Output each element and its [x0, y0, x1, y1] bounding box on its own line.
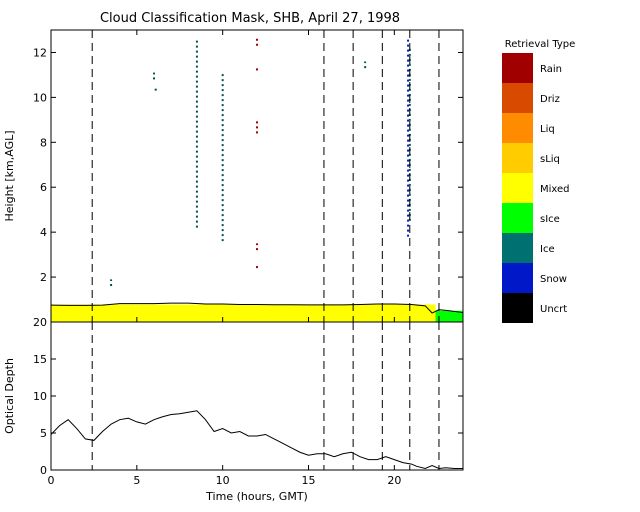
mask-y-tick-label: 10	[33, 91, 47, 104]
od-y-axis-label: Optical Depth	[3, 358, 16, 434]
cloud-top-polyline	[50, 302, 464, 314]
cloud-top-line	[50, 302, 464, 314]
od-y-tick-label: 5	[40, 427, 47, 440]
od-y-tick-label: 10	[33, 390, 47, 403]
mask-y-tick-label: 8	[40, 136, 47, 149]
x-axis-label: Time (hours, GMT)	[205, 490, 308, 503]
mixed-layer-fill	[51, 304, 436, 322]
legend-swatch	[502, 203, 533, 233]
legend-swatch	[502, 263, 533, 293]
od-x-tick-label: 5	[133, 474, 140, 487]
optical-depth-plot-area: 0 5 10 15 20 0 5 10 15 20 Optical Depth Time (hou…	[3, 316, 464, 503]
legend-swatch	[502, 113, 533, 143]
mask-y-tick-label: 2	[40, 271, 47, 284]
mask-y-tick-label: 12	[33, 46, 47, 59]
legend-label: sIce	[540, 214, 560, 225]
legend-items: Rain Driz Liq sLiq Mixed sIce Ice Snow Uncrt	[502, 53, 570, 323]
legend-label: Mixed	[540, 184, 570, 195]
od-y-tick-label: 20	[33, 316, 47, 329]
legend-label: sLiq	[540, 154, 560, 165]
od-ticks: 0 5 10 15 20 0 5 10 15 20	[33, 316, 463, 487]
od-frame	[50, 321, 464, 471]
mask-streaks	[110, 36, 411, 287]
mask-dashed-lines	[91, 30, 440, 322]
optical-depth-line	[50, 410, 463, 470]
mask-plot-area: 2 4 6 8 10 12 Height [km,AGL]	[3, 29, 464, 323]
sice-patch-fill	[435, 310, 463, 322]
legend-title: Retrieval Type	[505, 39, 576, 50]
od-x-tick-label: 0	[48, 474, 55, 487]
legend-swatch	[502, 293, 533, 323]
legend-swatch	[502, 233, 533, 263]
od-y-tick-label: 15	[33, 353, 47, 366]
mask-ticks: 2 4 6 8 10 12	[33, 30, 463, 322]
legend-label: Liq	[540, 124, 555, 135]
legend-label: Uncrt	[540, 304, 567, 315]
legend-swatch	[502, 83, 533, 113]
mask-frame	[50, 29, 464, 323]
od-dashed-lines	[91, 322, 440, 470]
od-x-tick-label: 10	[216, 474, 230, 487]
legend-swatch	[502, 173, 533, 203]
chart-title: Cloud Classification Mask, SHB, April 27…	[100, 11, 400, 26]
legend-swatch	[502, 53, 533, 83]
legend: Retrieval Type Rain Driz Liq sLiq Mixed sIce I…	[502, 39, 575, 323]
optical-depth-series	[50, 410, 463, 470]
od-x-tick-label: 20	[387, 474, 401, 487]
legend-label: Snow	[540, 274, 567, 285]
legend-label: Rain	[540, 64, 562, 75]
legend-swatch	[502, 143, 533, 173]
legend-label: Driz	[540, 94, 560, 105]
mask-y-tick-label: 4	[40, 226, 47, 239]
mask-y-tick-label: 6	[40, 181, 47, 194]
mask-fill-layer	[51, 304, 463, 322]
od-y-tick-label: 0	[40, 464, 47, 477]
od-x-tick-label: 15	[302, 474, 316, 487]
mask-y-axis-label: Height [km,AGL]	[3, 130, 16, 221]
legend-label: Ice	[540, 244, 555, 255]
